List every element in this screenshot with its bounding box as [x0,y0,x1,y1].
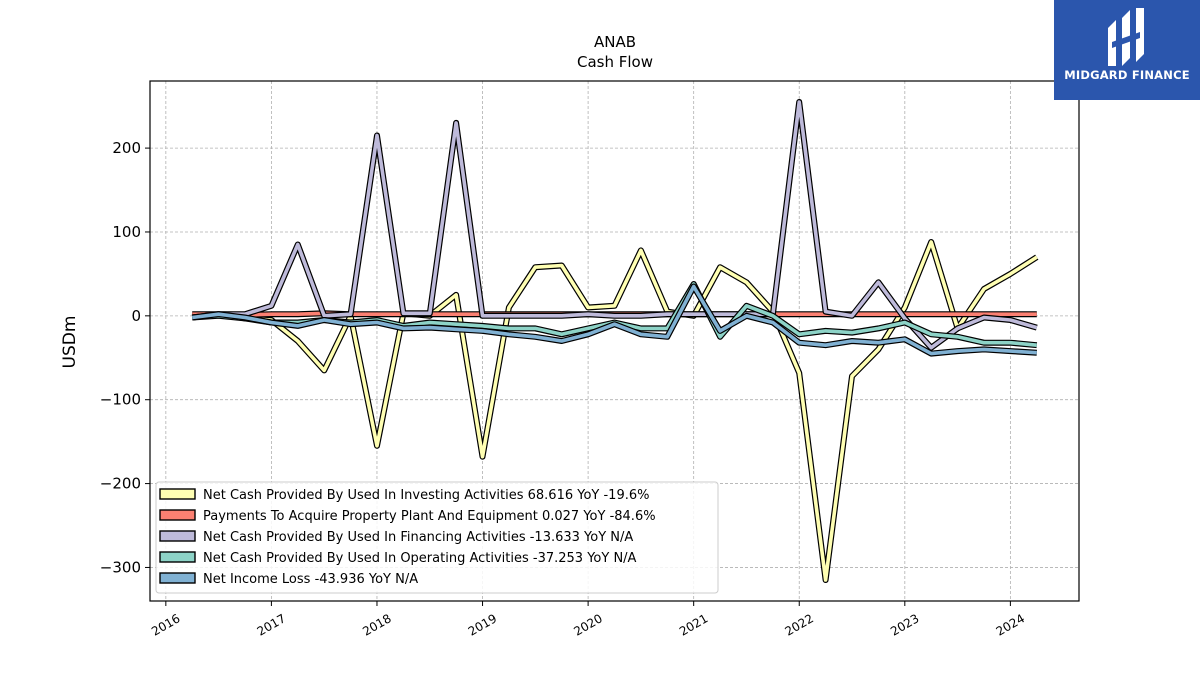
legend-swatch [159,530,196,542]
y-tick-label: 200 [112,139,141,157]
y-tick-label: 100 [112,223,141,241]
x-tick-label: 2022 [783,611,816,638]
plot-area [191,99,1039,583]
brand-name: MIDGARD FINANCE [1064,68,1190,82]
series-4 [191,283,1037,357]
series-line [191,284,1037,356]
series-line [191,100,1038,350]
midgard-logo-icon [1108,8,1144,66]
legend-label: Net Cash Provided By Used In Operating A… [203,551,637,566]
y-tick-label: −200 [100,475,141,493]
x-tick-label: 2021 [677,611,710,638]
brand-logo: MIDGARD FINANCE [1054,0,1200,100]
x-tick-label: 2018 [360,611,393,638]
chart-title: ANAB [594,33,636,51]
legend-label: Net Income Loss -43.936 YoY N/A [203,572,418,587]
legend-swatch [159,488,196,500]
legend-label: Net Cash Provided By Used In Financing A… [203,530,633,545]
legend-label: Payments To Acquire Property Plant And E… [203,509,656,524]
x-tick-label: 2019 [466,611,499,638]
x-tick-label: 2017 [255,611,288,638]
legend-swatch [159,572,196,584]
x-tick-label: 2024 [994,611,1027,638]
x-tick-label: 2020 [571,611,604,638]
y-tick-label: −100 [100,391,141,409]
series-2 [191,99,1038,351]
legend-swatch [159,551,196,563]
x-tick-label: 2016 [149,611,182,638]
legend: Net Cash Provided By Used In Investing A… [155,481,719,594]
y-tick-label: −300 [100,558,141,576]
legend-label: Net Cash Provided By Used In Investing A… [203,488,649,503]
legend-box [155,481,719,594]
legend-swatch [159,509,196,521]
y-axis-label: USDm [60,316,80,369]
chart-subtitle: Cash Flow [577,53,653,71]
y-tick-label: 0 [131,307,141,325]
plot-frame [149,80,1080,602]
x-tick-label: 2023 [888,611,921,638]
